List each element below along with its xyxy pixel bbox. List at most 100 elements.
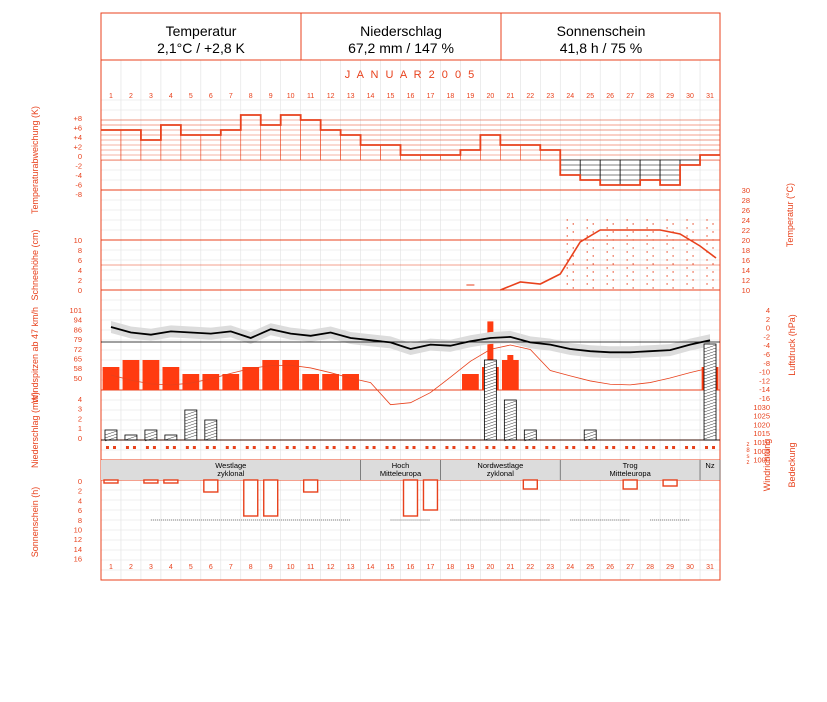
cloud-cover-mark xyxy=(332,446,336,449)
axis-labels: J A N U A R 2 0 0 5112233445566778899101… xyxy=(30,69,797,571)
wind-bar xyxy=(302,374,320,390)
snow-dot xyxy=(612,239,614,241)
header-temperature-value: 2,1°C / +2,8 K xyxy=(157,40,245,56)
snow-dot xyxy=(612,247,614,249)
prec-hatch xyxy=(104,430,118,436)
wind-direction-mark xyxy=(265,446,269,449)
day-label-bottom: 7 xyxy=(229,564,233,571)
weather-type-label: Trog xyxy=(623,461,638,470)
weather-type-label: Mitteleuropa xyxy=(380,469,422,478)
day-label-top: 10 xyxy=(287,93,295,100)
sun-bar xyxy=(143,479,159,484)
sun-bar xyxy=(302,479,319,493)
cloud-cover-mark xyxy=(432,446,436,449)
day-label-bottom: 5 xyxy=(189,564,193,571)
cloud-cover-mark xyxy=(472,446,476,449)
prec-hatch xyxy=(703,362,717,368)
cloud-cover-mark xyxy=(372,446,376,449)
snow-tick: 10 xyxy=(74,236,82,245)
prec-hatch xyxy=(484,408,497,414)
prec-hatch xyxy=(703,377,717,383)
prec-hatch xyxy=(484,432,497,438)
sun-tick: 6 xyxy=(78,506,82,515)
weather-type-label: Mitteleuropa xyxy=(610,469,652,478)
prec-hatch xyxy=(484,405,497,411)
day-label-bottom: 10 xyxy=(287,564,295,571)
wind-bar xyxy=(342,374,359,390)
wind-direction-mark xyxy=(185,446,189,449)
snow-dot xyxy=(712,247,714,249)
cloud-cover-mark xyxy=(552,446,556,449)
tempdev-tick: +6 xyxy=(73,124,82,133)
wind-direction-mark xyxy=(405,446,409,449)
prec-hatch xyxy=(703,383,717,389)
wind-bar xyxy=(122,360,140,390)
prec-hatch xyxy=(703,428,717,434)
wind-direction-mark xyxy=(665,446,669,449)
snow-dot xyxy=(652,255,654,257)
cloud-cover-mark xyxy=(632,446,636,449)
pressure-tick: -16 xyxy=(759,394,770,403)
header-precipitation-value: 67,2 mm / 147 % xyxy=(348,40,454,56)
sun-bar xyxy=(522,479,538,490)
prec-hatch xyxy=(104,433,118,439)
month-title: J A N U A R 2 0 0 5 xyxy=(345,69,477,81)
snow-dot xyxy=(712,287,714,289)
tempdev-tick: -4 xyxy=(75,171,82,180)
day-label-top: 4 xyxy=(169,93,173,100)
prec-hatch xyxy=(703,344,717,350)
header-precipitation-title: Niederschlag xyxy=(360,23,442,39)
snow-tick: 0 xyxy=(78,286,82,295)
wind-direction-mark xyxy=(625,446,629,449)
snow-dot xyxy=(672,239,674,241)
header-sunshine-title: Sonnenschein xyxy=(556,23,646,39)
pressure-band xyxy=(110,321,711,359)
snow-dot xyxy=(612,287,614,289)
prec-hatch xyxy=(504,433,517,439)
day-label-top: 17 xyxy=(427,93,435,100)
prec-hatch xyxy=(703,350,717,356)
cloud-cover-mark xyxy=(212,446,216,449)
temperature-deviation-panel xyxy=(100,114,721,186)
prec-hatch xyxy=(504,430,517,436)
prec-hatch xyxy=(703,374,717,380)
snow-dot xyxy=(672,287,674,289)
snow-dot xyxy=(652,271,654,273)
snow-dot xyxy=(686,259,688,261)
pressure-tick: 4 xyxy=(766,306,770,315)
prec-tick: 1 xyxy=(78,424,82,433)
snow-dot xyxy=(666,219,668,221)
snow-dot xyxy=(592,287,594,289)
snow-dot xyxy=(572,247,574,249)
day-label-bottom: 27 xyxy=(626,564,634,571)
day-label-bottom: 19 xyxy=(467,564,475,571)
pressure-tick: 1000 xyxy=(753,456,770,465)
header-temperature: Temperatur 2,1°C / +2,8 K xyxy=(101,13,301,59)
snow-dot xyxy=(646,227,648,229)
snow-dot xyxy=(566,227,568,229)
wind-bar xyxy=(242,367,260,390)
tempdev-outline xyxy=(101,114,720,186)
snow-dot xyxy=(592,239,594,241)
snow-dot xyxy=(612,279,614,281)
day-label-bottom: 3 xyxy=(149,564,153,571)
wind-tick: 94 xyxy=(74,316,82,325)
prec-tick: 3 xyxy=(78,405,82,414)
header-temperature-title: Temperatur xyxy=(165,23,237,39)
prec-hatch xyxy=(204,426,217,432)
sunshine-panel xyxy=(103,479,691,521)
snow-dot xyxy=(706,259,708,261)
temp-tick: 18 xyxy=(742,246,750,255)
prec-axis-label: Niederschlag (mm) xyxy=(30,392,40,468)
prec-tick: 0 xyxy=(78,434,82,443)
cloud-cover-mark xyxy=(192,446,196,449)
day-label-top: 21 xyxy=(506,93,514,100)
header-precipitation: Niederschlag 67,2 mm / 147 % xyxy=(301,13,501,59)
snow-dot xyxy=(672,231,674,233)
snow-dot xyxy=(612,223,614,225)
wind-bar xyxy=(142,360,160,390)
day-label-bottom: 18 xyxy=(447,564,455,571)
day-label-top: 20 xyxy=(486,93,494,100)
prec-hatch xyxy=(703,371,717,377)
prec-hatch xyxy=(484,414,497,420)
